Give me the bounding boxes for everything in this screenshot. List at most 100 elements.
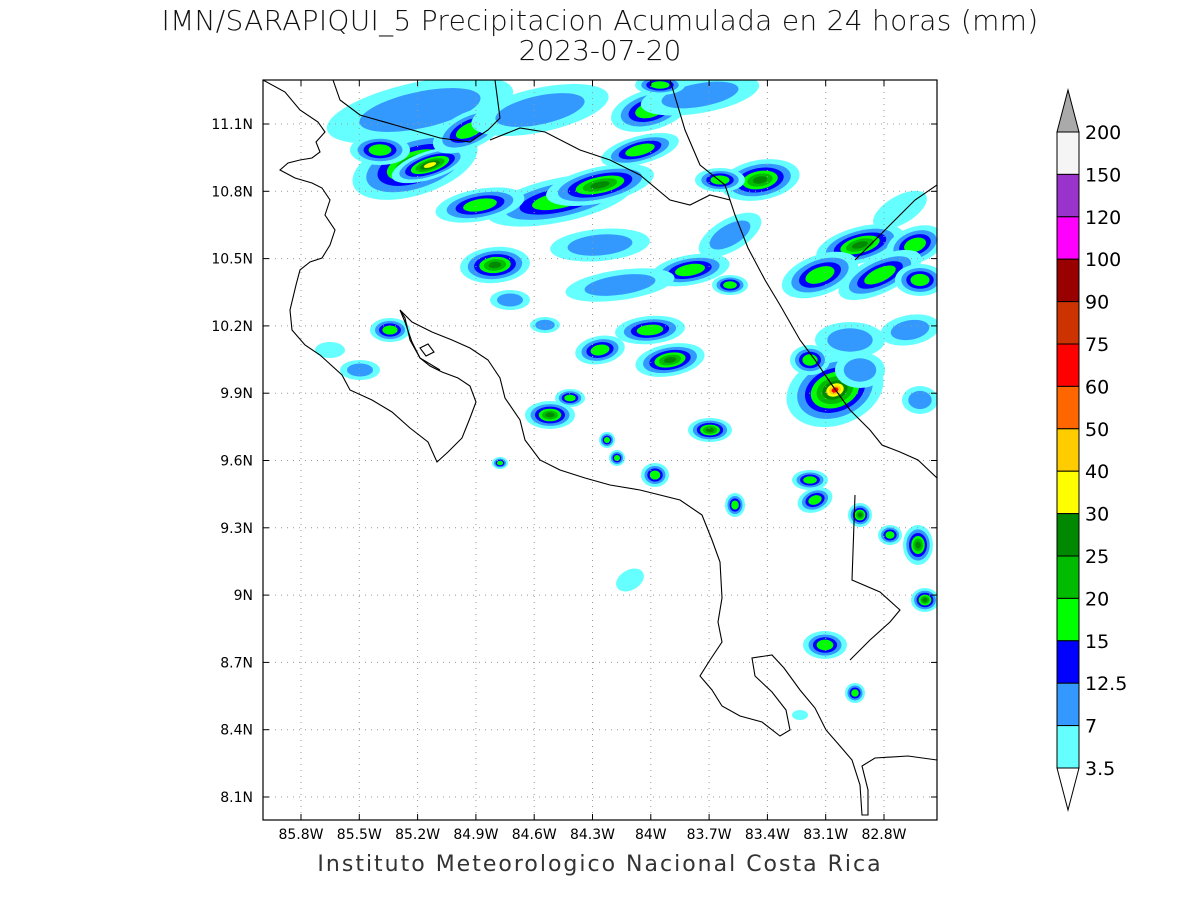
legend-swatch (1056, 343, 1080, 387)
precip-cell (723, 281, 737, 289)
lon-label: 83.1W (803, 827, 848, 843)
legend-label: 25 (1085, 546, 1109, 568)
precip-cell (908, 390, 932, 410)
legend-swatch (1056, 597, 1080, 642)
precip-cell (590, 344, 610, 356)
precip-cell (852, 241, 868, 249)
lon-label: 85.5W (337, 827, 382, 843)
precip-cell (368, 144, 392, 156)
precip-cell (584, 274, 656, 296)
nicaragua-border-2 (489, 127, 731, 206)
precip-cell (649, 470, 661, 480)
precip-cell (616, 568, 644, 592)
lat-label: 9.6N (220, 454, 253, 470)
precip-cell (650, 81, 670, 89)
lat-label: 9.9N (220, 386, 253, 402)
legend-swatch (1056, 682, 1080, 727)
nicaragua-border (332, 80, 501, 143)
legend-swatch (1056, 725, 1080, 769)
precip-cell (915, 541, 921, 549)
panama-border (669, 80, 937, 479)
lon-label: 84.6W (512, 827, 557, 843)
legend-swatch (1056, 555, 1080, 599)
precip-cell (904, 237, 926, 253)
legend-label: 200 (1085, 122, 1121, 144)
legend-swatch (1056, 513, 1080, 557)
map-plot-area (263, 80, 937, 820)
legend-label: 20 (1085, 588, 1109, 610)
precip-cell (535, 319, 555, 331)
map-frame (262, 79, 938, 821)
precip-cell (488, 261, 502, 269)
precip-cell (827, 328, 873, 352)
lon-label: 84.3W (570, 827, 615, 843)
legend-label: 7 (1085, 716, 1097, 738)
precip-cell (890, 319, 930, 341)
lat-label: 8.7N (220, 655, 253, 671)
precip-cell (603, 436, 611, 444)
precip-cell (359, 88, 481, 132)
panama-border-2 (849, 494, 901, 661)
precip-cell (802, 354, 818, 366)
precip-cell (423, 162, 437, 168)
legend-label: 30 (1085, 504, 1109, 526)
lon-label: 84.9W (453, 827, 498, 843)
precip-cell (564, 394, 576, 402)
caribbean-coast (854, 184, 937, 261)
legend-label: 40 (1085, 461, 1109, 483)
longitude-labels: 85.8W 85.5W 85.2W 84.9W 84.6W 84.3W 84W 83.7W 83… (278, 827, 906, 843)
precip-cell (496, 460, 504, 466)
lon-label: 85.2W (395, 827, 440, 843)
legend-swatch (1056, 301, 1080, 345)
precip-cell (347, 363, 373, 377)
lat-label: 8.1N (220, 790, 253, 806)
lat-label: 10.2N (211, 319, 253, 335)
precip-cell (590, 181, 610, 189)
lon-label: 83.7W (687, 827, 732, 843)
precip-cell (567, 234, 633, 256)
legend-arrow-top (1056, 88, 1080, 133)
precip-cell (803, 476, 817, 484)
precip-cell (382, 325, 398, 335)
precip-cell (851, 689, 859, 697)
lat-label: 9.3N (220, 521, 253, 537)
legend-label: 60 (1085, 376, 1109, 398)
precip-cell (843, 358, 877, 382)
precip-cell (885, 531, 895, 539)
precip-cell (545, 412, 555, 418)
precip-cell (497, 293, 523, 307)
precipitation-field (315, 80, 937, 720)
lat-label: 9N (234, 588, 253, 604)
legend-swatch (1056, 640, 1080, 684)
map-date: 2023-07-20 (518, 34, 682, 67)
latitude-labels: 11.1N 10.8N 10.5N 10.2N 9.9N 9.6N 9.3N 9N 8.7N 8.… (211, 117, 253, 806)
legend-swatch (1056, 131, 1080, 175)
precip-cell (752, 176, 768, 184)
legend-label: 100 (1085, 249, 1121, 271)
legend-swatch (1056, 470, 1080, 515)
legend-label: 15 (1085, 631, 1109, 653)
axis-ticks (263, 80, 937, 820)
precip-cell (816, 639, 834, 651)
map-title: IMN/SARAPIQUI_5 Precipitacion Acumulada … (161, 4, 1039, 37)
legend-label: 75 (1085, 334, 1109, 356)
precip-cell (463, 198, 497, 212)
gulf-shore (399, 309, 441, 371)
precip-cell (710, 175, 730, 185)
legend-swatch (1056, 216, 1080, 260)
north-coast-line (263, 80, 937, 816)
precip-cell (910, 273, 930, 287)
precip-cell (808, 495, 822, 505)
legend-swatch (1056, 428, 1080, 472)
lat-label: 8.4N (220, 723, 253, 739)
precip-cell (495, 93, 585, 127)
legend-label: 120 (1085, 207, 1121, 229)
lon-label: 84W (635, 827, 667, 843)
precip-cell (636, 324, 664, 336)
precip-cell (873, 190, 927, 230)
legend-arrow-bottom (1056, 767, 1080, 812)
lon-label: 82.8W (861, 827, 906, 843)
precip-cell (805, 266, 835, 284)
lon-label: 85.8W (278, 827, 323, 843)
